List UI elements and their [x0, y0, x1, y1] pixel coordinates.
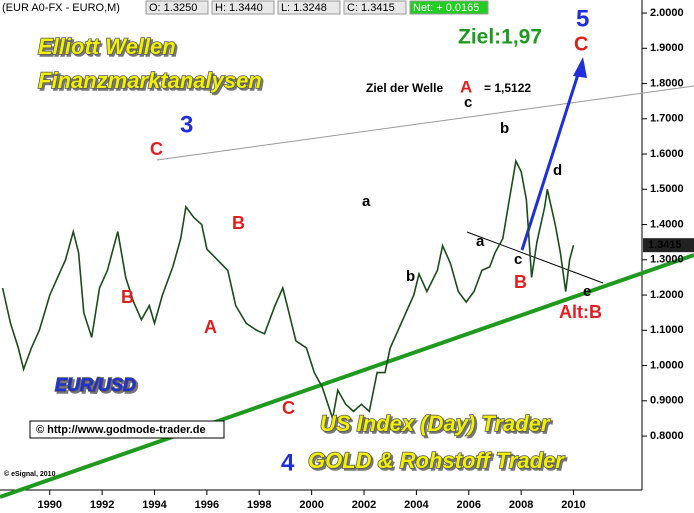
x-tick-label: 2000 [299, 499, 323, 511]
low: L: 1.3248 [281, 2, 327, 14]
annotation: C [150, 139, 163, 159]
high: H: 1.3440 [215, 2, 263, 14]
annotation: A [204, 317, 217, 337]
y-tick-label: 1.4000 [650, 218, 684, 230]
open: O: 1.3250 [149, 2, 197, 14]
annotation: a [362, 193, 371, 210]
annotation: Finanzmarktanalysen [38, 68, 262, 93]
annotation: C [282, 398, 295, 418]
annotation: GOLD & Rohstoff Trader [308, 448, 565, 473]
annotation: 4 [281, 449, 295, 476]
annotation: © http://www.godmode-trader.de [36, 424, 206, 436]
target-arrow [520, 67, 582, 251]
annotation: US Index (Day) Trader [320, 411, 551, 436]
cell [343, 0, 407, 15]
annotation: B [232, 213, 245, 233]
x-tick-label: 1990 [38, 499, 62, 511]
net: Net: + 0.0165 [413, 2, 479, 14]
x-tick-label: 2006 [457, 499, 481, 511]
annotation: c [464, 94, 472, 111]
x-tick-label: 1992 [90, 499, 114, 511]
x-tick-label: 2010 [561, 499, 585, 511]
y-tick-label: 1.7000 [650, 113, 684, 125]
y-tick-label: 0.9000 [650, 395, 684, 407]
price-line [1, 158, 575, 419]
annotation: e [583, 283, 591, 300]
y-tick-label: 1.0000 [650, 359, 684, 371]
annotation: B [514, 272, 527, 292]
cell [409, 0, 489, 15]
annotation: b [500, 120, 509, 137]
x-tick-label: 1994 [142, 499, 167, 511]
y-tick-label: 1.2000 [650, 289, 684, 301]
x-tick-label: 2002 [352, 499, 376, 511]
symbol: (EUR A0-FX - EURO,M) [2, 2, 120, 14]
y-tick-label: 1.6000 [650, 148, 684, 160]
close: C: 1.3415 [347, 2, 395, 14]
annotation: d [553, 162, 562, 179]
annotation: Ziel:1,97 [458, 26, 542, 49]
y-tick-label: 1.9000 [650, 42, 684, 54]
annotation: 5 [576, 5, 589, 32]
url-box [29, 420, 225, 439]
trend-line [156, 85, 694, 161]
annotation: B [121, 287, 134, 307]
y-tick-label: 1.1000 [650, 324, 684, 336]
x-tick-label: 1998 [247, 499, 271, 511]
annotation: A [460, 77, 472, 96]
x-tick-label: 2004 [404, 499, 429, 511]
annotation: 3 [180, 111, 193, 138]
annotation: Ziel der Welle [366, 81, 443, 95]
annotation: EUR/USD [55, 375, 136, 395]
annotation: Elliott Wellen [38, 34, 176, 59]
annotation: Alt:B [559, 302, 602, 322]
y-tick-label: 1.8000 [650, 77, 684, 89]
annotation: = 1,5122 [484, 81, 531, 95]
annotation: C [574, 33, 588, 55]
cell [211, 0, 275, 15]
annotation: b [406, 268, 415, 285]
annotation: c [514, 251, 522, 268]
y-tick-label: 1.3000 [650, 254, 684, 266]
y-tick-label: 1.5000 [650, 183, 684, 195]
x-tick-label: 1996 [195, 499, 219, 511]
annotation: a [476, 233, 485, 250]
x-tick-label: 2008 [509, 499, 533, 511]
last-price: 1.3415 [648, 239, 682, 251]
cell [277, 0, 341, 15]
last-price-box [643, 238, 694, 253]
support-line [0, 253, 694, 499]
y-tick-label: 2.0000 [650, 7, 684, 19]
y-tick-label: 0.8000 [650, 430, 684, 442]
cell [145, 0, 209, 15]
arrow-head [573, 57, 587, 78]
annotation: © eSignal, 2010 [4, 470, 56, 478]
